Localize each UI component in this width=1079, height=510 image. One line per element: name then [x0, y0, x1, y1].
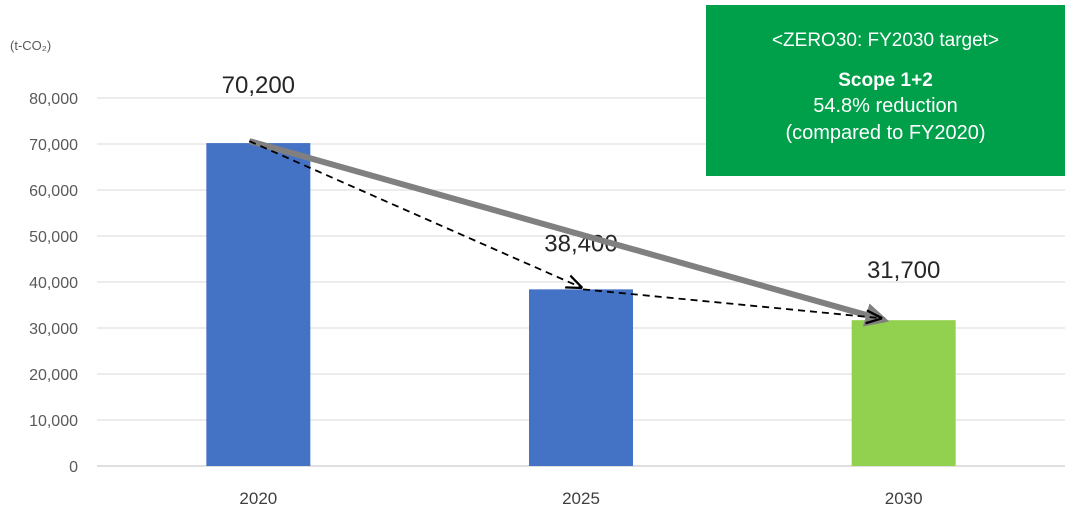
y-tick-label: 70,000 [29, 137, 78, 154]
y-tick-label: 30,000 [29, 321, 78, 338]
trend-arrow-solid [248, 138, 890, 327]
y-tick-label: 80,000 [29, 91, 78, 108]
bar-2020 [206, 143, 311, 466]
bar-2030 [851, 320, 956, 466]
data-label: 31,700 [867, 257, 940, 284]
y-tick-label: 60,000 [29, 183, 78, 200]
target-box-comparison: (compared to FY2020) [785, 122, 986, 144]
trend-arrow-dashed [582, 288, 881, 318]
y-tick-label: 10,000 [29, 413, 78, 430]
target-box-reduction: 54.8% reduction [813, 95, 958, 117]
target-box: <ZERO30: FY2030 target> Scope 1+2 54.8% … [706, 5, 1065, 176]
y-tick-label: 0 [69, 459, 78, 476]
trend-arrow-dashed [248, 140, 581, 287]
x-tick-label: 2030 [885, 489, 923, 508]
y-tick-label: 20,000 [29, 367, 78, 384]
target-box-scope: Scope 1+2 [838, 70, 933, 91]
target-box-title: <ZERO30: FY2030 target> [771, 30, 1000, 51]
data-label: 70,200 [222, 72, 295, 99]
x-tick-label: 2020 [239, 489, 277, 508]
y-axis-unit-label: (t-CO₂) [10, 38, 52, 53]
y-tick-label: 50,000 [29, 229, 78, 246]
y-tick-label: 40,000 [29, 275, 78, 292]
x-tick-label: 2025 [562, 489, 600, 508]
bar-2025 [529, 289, 633, 466]
